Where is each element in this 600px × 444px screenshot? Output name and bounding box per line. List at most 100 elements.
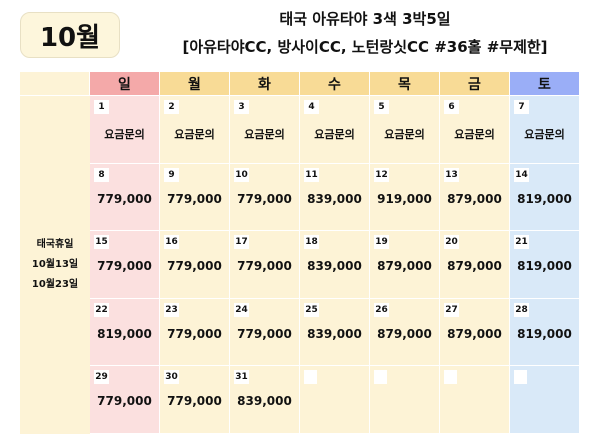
day-price: 요금문의 [104, 128, 145, 141]
day-number: 22 [94, 302, 109, 317]
empty-day-marker [374, 370, 387, 385]
day-price: 879,000 [447, 326, 502, 341]
day-number: 19 [374, 235, 389, 250]
day-price: 879,000 [447, 191, 502, 206]
page-subtitle: [아유타야CC, 방사이CC, 노턴랑싯CC #36홀 #무제한] [182, 38, 548, 56]
day-price: 779,000 [167, 326, 222, 341]
day-number: 2 [164, 100, 179, 114]
price-calendar: 일 월 화 수 목 금 토 태국휴일 10월13일 10월23일 1 요금문의 2 요… [20, 72, 580, 434]
day-number: 20 [444, 235, 459, 250]
day-cell[interactable]: 17 779,000 [230, 231, 300, 299]
day-cell[interactable]: 1 요금문의 [90, 96, 160, 164]
day-number: 1 [94, 100, 109, 114]
day-cell[interactable]: 26 879,000 [370, 298, 440, 367]
page-title: 태국 아유타야 3색 3박5일 [279, 10, 451, 28]
day-price: 779,000 [97, 191, 152, 206]
day-cell[interactable]: 11 839,000 [300, 163, 370, 232]
day-cell[interactable]: 31 839,000 [230, 366, 300, 434]
day-cell[interactable]: 5 요금문의 [370, 96, 440, 164]
day-number: 13 [444, 167, 459, 182]
day-number: 8 [94, 167, 109, 182]
day-price: 819,000 [517, 191, 572, 206]
day-price: 779,000 [97, 394, 152, 409]
day-price: 779,000 [167, 394, 222, 409]
day-cell[interactable]: 7 요금문의 [510, 96, 580, 164]
day-price: 819,000 [97, 326, 152, 341]
day-number: 29 [94, 370, 109, 385]
day-cell[interactable]: 10 779,000 [230, 163, 300, 232]
day-number: 16 [164, 235, 179, 250]
day-cell[interactable]: 30 779,000 [160, 366, 230, 434]
day-cell[interactable]: 28 819,000 [510, 298, 580, 367]
day-number: 10 [234, 167, 249, 182]
day-price: 요금문의 [174, 128, 215, 141]
weekday-header-tue: 화 [230, 72, 300, 96]
day-cell[interactable]: 3 요금문의 [230, 96, 300, 164]
empty-day-cell [370, 366, 440, 434]
day-number: 28 [514, 302, 529, 317]
month-label: 10월 [39, 22, 101, 53]
weekday-header-sun: 일 [90, 72, 160, 96]
day-cell[interactable]: 9 779,000 [160, 163, 230, 232]
day-price: 919,000 [377, 191, 432, 206]
day-number: 14 [514, 167, 529, 182]
day-number: 21 [514, 235, 529, 250]
day-cell[interactable]: 22 819,000 [90, 298, 160, 367]
day-number: 27 [444, 302, 459, 317]
day-price: 839,000 [237, 394, 292, 409]
day-price: 879,000 [377, 326, 432, 341]
holiday-note-title: 태국휴일 [36, 238, 74, 250]
day-price: 요금문의 [314, 128, 355, 141]
holiday-note-date-1: 10월13일 [31, 258, 79, 270]
day-cell[interactable]: 25 839,000 [300, 298, 370, 367]
day-cell[interactable]: 19 879,000 [370, 231, 440, 299]
day-price: 819,000 [517, 259, 572, 274]
day-price: 839,000 [307, 326, 362, 341]
weekday-header-fri: 금 [440, 72, 510, 96]
weekday-header-sat: 토 [510, 72, 580, 96]
empty-day-cell [510, 366, 580, 434]
day-number: 23 [164, 302, 179, 317]
day-price: 779,000 [237, 259, 292, 274]
day-price: 879,000 [377, 259, 432, 274]
day-number: 5 [374, 100, 389, 114]
day-price: 839,000 [307, 191, 362, 206]
day-cell[interactable]: 29 779,000 [90, 366, 160, 434]
day-number: 3 [234, 100, 249, 114]
day-cell[interactable]: 14 819,000 [510, 163, 580, 232]
weekday-header-mon: 월 [160, 72, 230, 96]
day-number: 25 [304, 302, 319, 317]
empty-day-marker [304, 370, 317, 385]
day-cell[interactable]: 27 879,000 [440, 298, 510, 367]
holiday-note-date-2: 10월23일 [31, 278, 79, 290]
day-price: 요금문의 [524, 128, 565, 141]
day-cell[interactable]: 23 779,000 [160, 298, 230, 367]
day-cell[interactable]: 16 779,000 [160, 231, 230, 299]
day-cell[interactable]: 6 요금문의 [440, 96, 510, 164]
day-cell[interactable]: 20 879,000 [440, 231, 510, 299]
day-cell[interactable]: 8 779,000 [90, 163, 160, 232]
empty-day-marker [444, 370, 457, 385]
day-price: 요금문의 [384, 128, 425, 141]
day-price: 요금문의 [454, 128, 495, 141]
day-cell[interactable]: 12 919,000 [370, 163, 440, 232]
day-cell[interactable]: 24 779,000 [230, 298, 300, 367]
holiday-note: 태국휴일 10월13일 10월23일 [20, 96, 90, 434]
day-cell[interactable]: 2 요금문의 [160, 96, 230, 164]
day-cell[interactable]: 4 요금문의 [300, 96, 370, 164]
day-price: 819,000 [517, 326, 572, 341]
weekday-header-wed: 수 [300, 72, 370, 96]
month-badge: 10월 [20, 12, 120, 58]
day-cell[interactable]: 13 879,000 [440, 163, 510, 232]
day-cell[interactable]: 21 819,000 [510, 231, 580, 299]
day-number: 18 [304, 235, 319, 250]
empty-day-cell [440, 366, 510, 434]
day-price: 요금문의 [244, 128, 285, 141]
day-number: 6 [444, 100, 459, 114]
day-cell[interactable]: 18 839,000 [300, 231, 370, 299]
day-cell[interactable]: 15 779,000 [90, 231, 160, 299]
empty-day-cell [300, 366, 370, 434]
day-price: 779,000 [237, 326, 292, 341]
day-number: 24 [234, 302, 249, 317]
day-number: 7 [514, 100, 529, 114]
